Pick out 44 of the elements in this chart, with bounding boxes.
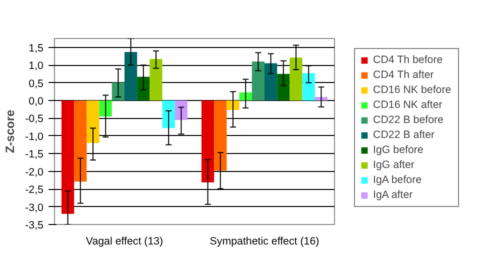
y-tick-label: -1,0 <box>25 130 44 143</box>
bar <box>174 100 188 120</box>
bar <box>302 73 315 100</box>
y-axis-title: Z-score <box>3 110 18 154</box>
legend-label: CD4 Th before <box>373 54 444 66</box>
bar <box>277 74 290 100</box>
y-tick-label: -0,5 <box>25 113 44 126</box>
bar <box>214 100 227 171</box>
bar <box>252 62 264 100</box>
x-tick-label: Sympathetic effect (16) <box>210 236 320 248</box>
bar <box>137 76 150 100</box>
y-tick-label: 1,5 <box>28 42 44 54</box>
y-tick-label: -3,0 <box>25 202 44 214</box>
legend-label: CD22 B before <box>373 114 444 126</box>
bar <box>124 52 138 100</box>
bar <box>239 92 252 100</box>
bar <box>86 100 100 144</box>
bar <box>162 100 175 128</box>
bar <box>314 96 328 100</box>
y-tick-label: 0,0 <box>28 96 44 108</box>
legend-label: CD4 Th after <box>373 69 435 81</box>
legend-label: IgA before <box>373 174 423 186</box>
y-tick-label: 0,5 <box>28 78 44 90</box>
legend-label: CD16 NK before <box>373 84 452 96</box>
legend-label: IgG before <box>373 144 424 156</box>
bar <box>202 100 214 182</box>
bar <box>62 100 74 214</box>
y-tick-label: 1,0 <box>28 60 44 72</box>
y-tick-label: -3,5 <box>25 220 44 232</box>
x-tick-label: Vagal effect (13) <box>86 236 164 248</box>
bar <box>264 63 278 100</box>
y-tick-label: -1,5 <box>25 148 44 161</box>
bar <box>150 59 162 100</box>
bar <box>290 58 302 100</box>
legend-label: CD16 NK after <box>373 99 444 111</box>
legend-label: CD22 B after <box>373 129 436 141</box>
bar <box>74 100 87 182</box>
bar <box>226 100 240 110</box>
legend-label: IgA after <box>373 189 414 201</box>
y-tick-label: -2,0 <box>25 166 44 178</box>
legend-label: IgG after <box>373 159 416 171</box>
bar <box>112 82 124 100</box>
y-tick-label: -2,5 <box>25 184 44 196</box>
bar <box>99 100 112 116</box>
